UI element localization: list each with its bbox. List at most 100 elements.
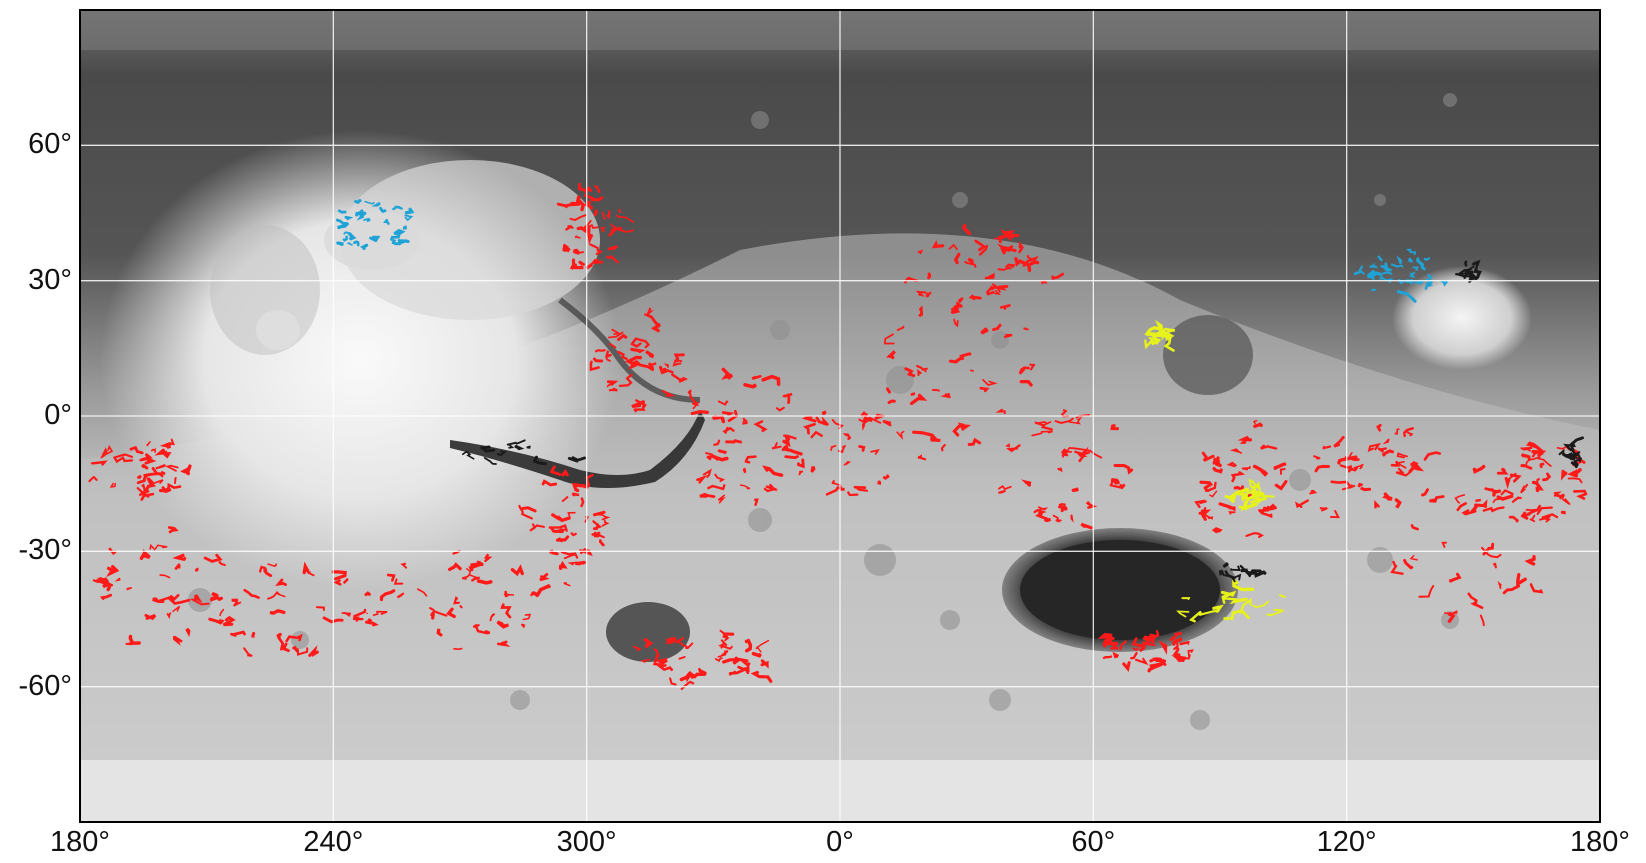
- red-feature: [1051, 272, 1065, 280]
- red-feature: [1322, 445, 1332, 450]
- red-feature: [572, 263, 584, 270]
- dark-feature: [1472, 259, 1481, 268]
- red-feature: [1172, 647, 1181, 657]
- red-feature: [88, 475, 98, 483]
- red-feature: [139, 457, 157, 465]
- red-feature: [474, 625, 491, 635]
- red-feature: [1174, 637, 1183, 643]
- red-feature: [292, 645, 299, 653]
- red-feature: [1309, 489, 1318, 495]
- cyan-feature: [393, 228, 406, 236]
- red-feature: [1454, 494, 1466, 504]
- red-feature: [1187, 649, 1194, 658]
- red-feature: [645, 350, 655, 359]
- red-feature: [448, 562, 462, 571]
- red-feature: [744, 638, 753, 653]
- dark-feature: [1218, 570, 1223, 576]
- red-feature: [1230, 471, 1246, 483]
- red-feature: [578, 260, 585, 266]
- red-feature: [1252, 419, 1258, 425]
- red-feature: [624, 355, 643, 365]
- red-feature: [589, 243, 604, 256]
- red-feature: [1029, 363, 1036, 371]
- red-feature: [269, 609, 286, 615]
- cyan-feature: [1381, 271, 1393, 275]
- red-feature: [714, 657, 723, 662]
- red-feature: [251, 631, 256, 638]
- red-feature: [1524, 554, 1536, 566]
- red-feature: [520, 623, 526, 628]
- red-feature: [887, 399, 896, 404]
- red-feature: [1535, 477, 1541, 485]
- red-feature: [548, 524, 568, 532]
- red-feature: [333, 579, 342, 586]
- red-feature: [148, 477, 164, 485]
- red-feature: [1169, 635, 1177, 642]
- red-feature: [166, 442, 173, 450]
- red-feature: [500, 603, 512, 619]
- red-feature: [1492, 489, 1502, 497]
- red-feature: [1061, 452, 1069, 458]
- lat-tick-label: 30°: [28, 263, 72, 296]
- yellow-feature: [1161, 328, 1167, 341]
- red-feature: [174, 563, 181, 570]
- red-feature: [1360, 487, 1372, 492]
- red-feature: [717, 400, 729, 406]
- red-feature: [1351, 457, 1360, 462]
- red-feature: [109, 482, 116, 488]
- red-feature: [158, 486, 169, 493]
- cyan-feature: [360, 243, 369, 250]
- red-feature: [916, 364, 927, 371]
- red-feature: [386, 573, 396, 582]
- yellow-feature: [1144, 336, 1161, 350]
- red-feature: [136, 487, 150, 498]
- red-feature: [783, 434, 797, 440]
- cyan-feature: [337, 209, 347, 214]
- red-feature: [218, 560, 226, 566]
- red-feature: [644, 307, 654, 317]
- red-feature: [1441, 541, 1448, 548]
- red-feature: [979, 386, 990, 393]
- red-feature: [169, 594, 180, 603]
- red-feature: [1179, 640, 1190, 646]
- cyan-feature: [1353, 270, 1362, 276]
- red-feature: [1376, 423, 1382, 432]
- red-feature: [990, 285, 1009, 291]
- red-feature: [1567, 468, 1582, 478]
- red-feature: [858, 445, 866, 452]
- red-feature: [557, 528, 567, 533]
- red-feature: [718, 642, 733, 650]
- red-feature: [185, 627, 191, 638]
- red-feature: [307, 571, 315, 577]
- red-feature: [1245, 532, 1265, 538]
- red-feature: [1341, 485, 1356, 491]
- red-feature: [1472, 464, 1486, 474]
- red-feature: [1554, 493, 1565, 500]
- red-feature: [640, 658, 651, 663]
- red-feature: [994, 290, 1002, 296]
- red-feature: [364, 591, 371, 597]
- red-feature: [263, 567, 273, 578]
- red-feature: [203, 553, 223, 563]
- red-feature: [1448, 572, 1462, 583]
- red-feature: [483, 553, 493, 563]
- red-feature: [1113, 463, 1134, 475]
- red-feature: [1119, 640, 1127, 652]
- red-feature: [671, 373, 685, 382]
- dark-feature: [1558, 448, 1578, 459]
- red-feature: [585, 200, 594, 210]
- red-feature: [453, 596, 460, 605]
- cyan-feature: [1407, 294, 1417, 303]
- red-feature: [461, 573, 471, 580]
- red-feature: [657, 657, 668, 667]
- red-feature: [341, 611, 352, 617]
- red-feature: [1394, 460, 1407, 469]
- red-feature: [605, 357, 611, 362]
- red-feature: [742, 467, 747, 474]
- red-feature: [720, 649, 729, 657]
- red-feature: [126, 587, 132, 591]
- cyan-feature: [1406, 248, 1417, 256]
- red-feature: [1266, 505, 1278, 512]
- dark-feature: [496, 450, 507, 457]
- red-feature: [136, 474, 148, 485]
